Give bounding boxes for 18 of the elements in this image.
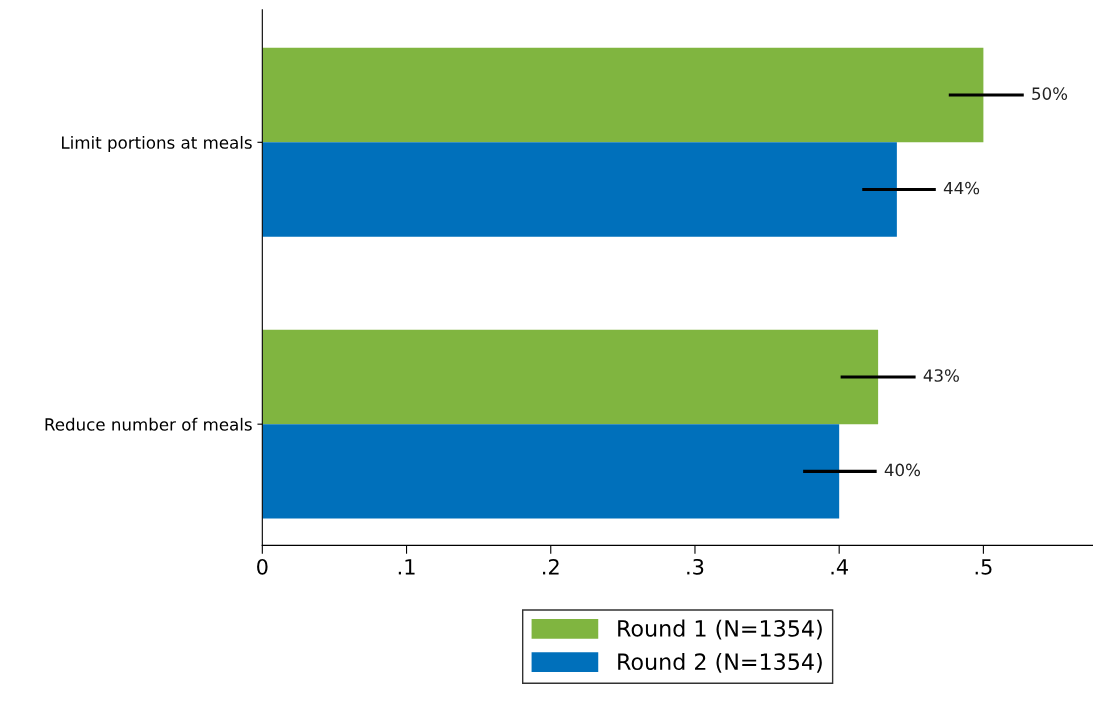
bar — [262, 329, 879, 425]
y-tick-label: Reduce number of meals — [45, 417, 252, 431]
x-tick-label: .1 — [398, 559, 415, 575]
bar — [262, 424, 840, 519]
x-tick-label: .2 — [543, 558, 559, 575]
x-tick-label: .3 — [687, 558, 704, 575]
bar — [262, 47, 984, 143]
data-label: 40% — [884, 463, 921, 477]
x-tick-label: .4 — [831, 559, 848, 575]
x-tick-label: .5 — [975, 559, 992, 575]
data-label: 43% — [923, 369, 959, 382]
y-tick-label: Limit portions at meals — [62, 135, 252, 153]
data-label: 50% — [1032, 87, 1068, 100]
data-label: 44% — [943, 181, 980, 195]
x-tick-label: 0 — [257, 558, 268, 575]
bar — [262, 142, 897, 237]
legend-label: Round 2 (N=1354) — [618, 652, 822, 673]
legend-label: Round 1 (N=1354) — [618, 619, 822, 640]
